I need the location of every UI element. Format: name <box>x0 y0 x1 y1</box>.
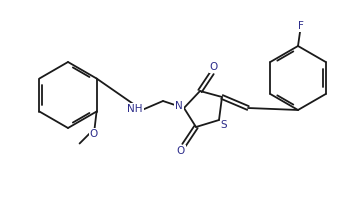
Text: O: O <box>210 62 218 72</box>
Text: NH: NH <box>127 104 143 114</box>
Text: F: F <box>298 21 304 31</box>
Text: S: S <box>221 120 227 130</box>
Text: O: O <box>177 146 185 156</box>
Text: O: O <box>89 128 98 138</box>
Text: N: N <box>175 101 183 111</box>
